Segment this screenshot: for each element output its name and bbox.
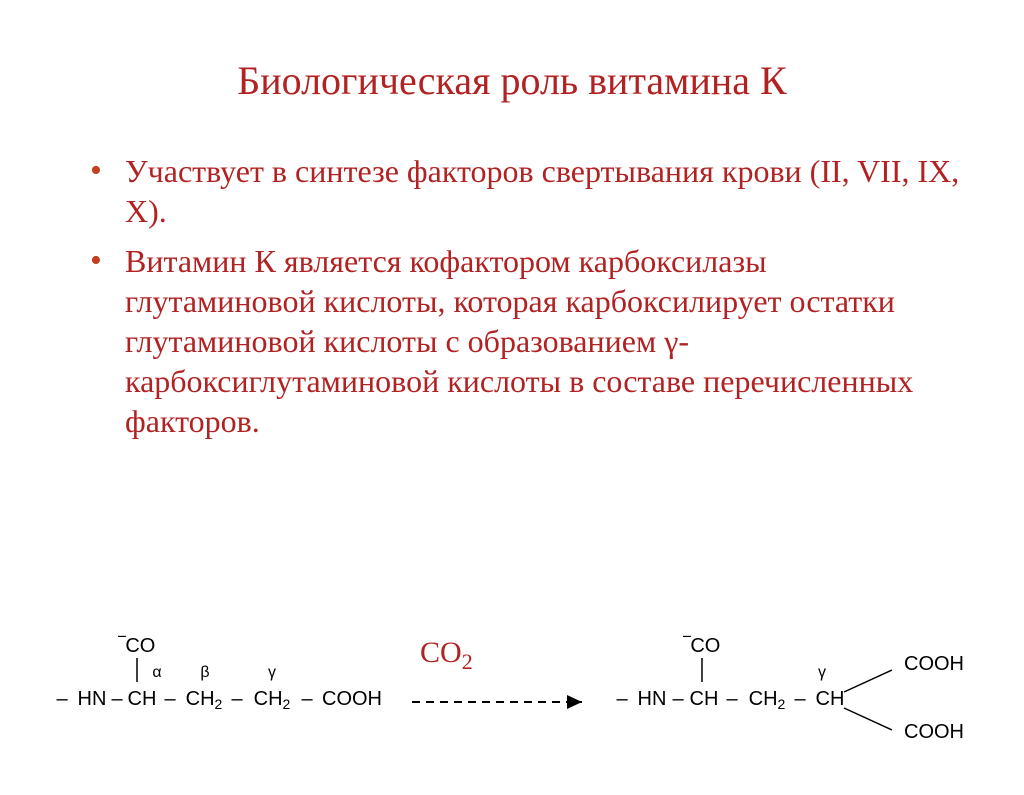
right-cooh-bot: COOH — [904, 721, 964, 743]
left-dash3: – — [164, 688, 176, 710]
right-cooh-top: COOH — [904, 653, 964, 675]
left-dash4: – — [231, 688, 243, 710]
left-dash1: – — [56, 688, 68, 710]
arrow-head — [567, 695, 582, 709]
left-cooh: COOH — [322, 688, 382, 710]
bullet-item: Участвует в синтезе факторов свертывания… — [90, 151, 964, 231]
left-co-neg: ‾CO — [118, 635, 156, 657]
right-ch: CH — [690, 688, 719, 710]
left-ch2b: CH2 — [254, 688, 291, 712]
greek-gamma-right: γ — [818, 664, 826, 681]
slide-body: Участвует в синтезе факторов свертывания… — [0, 141, 1024, 441]
slide: { "title": "Биологическая роль витамина … — [0, 27, 1024, 795]
right-dash3: – — [726, 688, 738, 710]
bullet-item: Витамин К является кофактором карбоксила… — [90, 241, 964, 441]
left-dash2: – — [111, 688, 123, 710]
greek-alpha: α — [152, 664, 161, 681]
greek-gamma-left: γ — [268, 664, 276, 681]
greek-beta: β — [200, 664, 209, 681]
right-hn: HN — [638, 688, 667, 710]
left-dash5: – — [301, 688, 313, 710]
right-ch2: CH2 — [749, 688, 786, 712]
right-dash1: – — [616, 688, 628, 710]
right-dash2: – — [672, 688, 684, 710]
reaction-diagram: ‾CO α β γ – HN – CH – CH2 – CH2 – COOH — [0, 630, 1024, 755]
left-hn: HN — [78, 688, 107, 710]
right-dash4: – — [794, 688, 806, 710]
slide-title: Биологическая роль витамина К — [0, 27, 1024, 114]
left-ch: CH — [128, 688, 157, 710]
bullet-list: Участвует в синтезе факторов свертывания… — [90, 151, 964, 441]
left-ch2a: CH2 — [186, 688, 223, 712]
reaction-svg: ‾CO α β γ – HN – CH – CH2 – CH2 – COOH — [22, 630, 1002, 750]
right-co-neg: ‾CO — [683, 635, 721, 657]
right-ch3: CH — [816, 688, 845, 710]
